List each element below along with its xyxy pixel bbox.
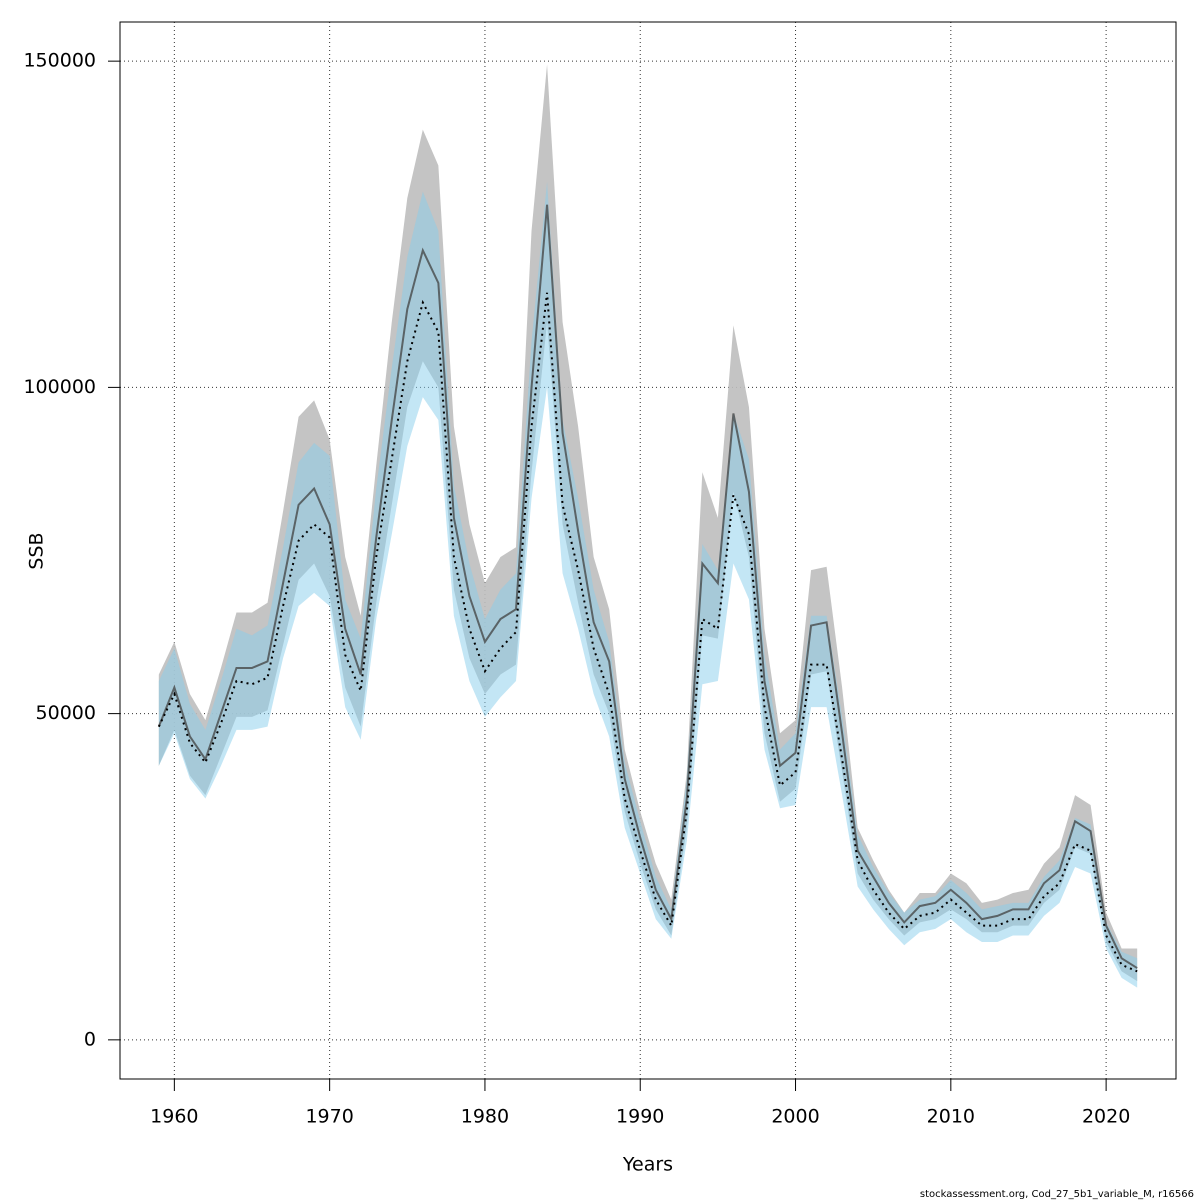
x-tick-label: 1960	[150, 1106, 198, 1128]
plot-frame	[119, 21, 1177, 1080]
y-tick-label: 100000	[23, 376, 96, 398]
y-axis-label: SSB	[26, 532, 48, 569]
footnote: stockassessment.org, Cod_27_5b1_variable…	[920, 1189, 1194, 1200]
estimate-line	[157, 204, 1138, 969]
x-tick-label: 1970	[305, 1106, 353, 1128]
y-tick-label: 0	[84, 1028, 96, 1050]
x-tick-label: 2000	[771, 1106, 819, 1128]
estimate-line	[157, 292, 1138, 973]
x-tick-label: 2010	[927, 1106, 975, 1128]
x-axis-label: Years	[622, 1154, 673, 1176]
y-tick-label: 50000	[36, 702, 96, 724]
x-tick-label: 2020	[1082, 1106, 1130, 1128]
x-tick-label: 1990	[616, 1106, 664, 1128]
y-tick-label: 150000	[23, 50, 96, 72]
x-tick-label: 1980	[461, 1106, 509, 1128]
